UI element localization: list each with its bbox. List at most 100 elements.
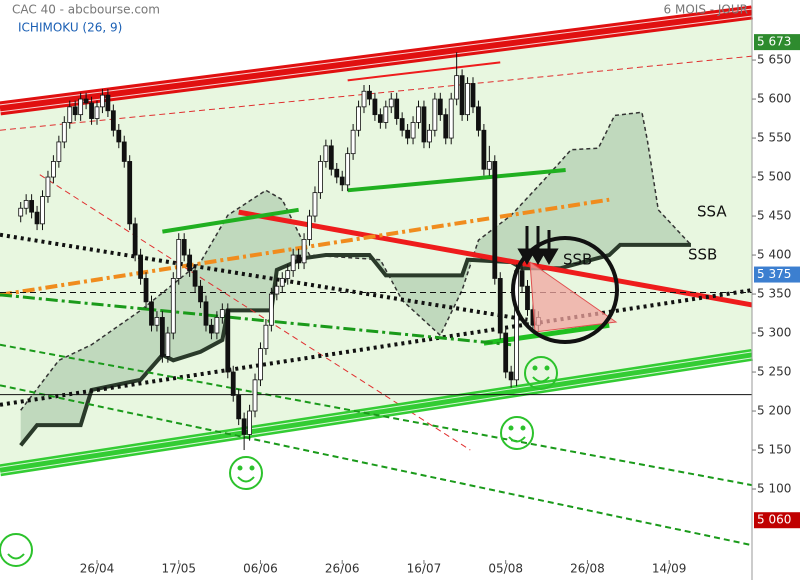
candle-body — [247, 410, 252, 435]
smiley — [500, 416, 534, 450]
cloud-area — [20, 112, 691, 446]
candle-body — [51, 161, 56, 178]
price-box — [754, 512, 800, 529]
candle-body — [83, 98, 89, 104]
annotation: SSB — [563, 251, 592, 269]
candle-body — [476, 106, 481, 131]
plot — [0, 5, 753, 547]
candle-body — [307, 215, 312, 240]
trend-line — [0, 348, 753, 477]
candle-body — [40, 196, 45, 225]
trend-line — [347, 168, 566, 193]
candle-body — [100, 94, 105, 108]
y-tick-label: 5 150 — [757, 443, 791, 457]
x-tick-label: 17/05 — [161, 562, 196, 576]
candle-body — [345, 153, 351, 186]
candle-body — [394, 98, 400, 119]
highlight-circle — [511, 236, 619, 344]
candle-body — [519, 270, 525, 287]
candle-body — [110, 110, 116, 131]
candle-body — [72, 106, 78, 116]
candle-body — [328, 145, 334, 170]
y-tick-label: 5 400 — [757, 248, 791, 262]
candle-body — [138, 254, 143, 279]
candle-body — [29, 200, 35, 213]
price-label: 5 060 — [757, 513, 791, 527]
x-tick-label: 26/04 — [80, 562, 115, 576]
candle-body — [427, 129, 432, 143]
candle-body — [187, 254, 193, 272]
candle-body — [421, 106, 427, 143]
candle-body — [121, 141, 127, 162]
chart-title: CAC 40 - abcbourse.com — [12, 3, 160, 17]
candle-body — [94, 106, 100, 119]
candle-body — [263, 324, 269, 350]
trend-line — [0, 232, 528, 322]
x-tick-label: 16/07 — [407, 562, 442, 576]
candle-body — [67, 106, 73, 123]
candle-body — [350, 129, 356, 155]
price-label: 5 375 — [757, 267, 791, 281]
candle-body — [170, 278, 176, 334]
candle-body — [318, 161, 323, 194]
channel-stripe — [0, 8, 753, 106]
arrow-head — [539, 248, 559, 265]
y-tick-label: 5 350 — [757, 287, 791, 301]
candle-body — [159, 317, 165, 357]
candle-body — [209, 324, 214, 334]
candle-body — [334, 168, 340, 178]
candle-body — [470, 83, 476, 108]
candle-body — [465, 83, 470, 116]
candle-body — [454, 75, 460, 100]
trend-line — [0, 5, 753, 116]
annotation: SSA — [697, 203, 727, 221]
candle-body — [274, 285, 280, 295]
candle-body — [225, 309, 231, 373]
candle-body — [377, 114, 383, 123]
y-tick-label: 5 250 — [757, 365, 791, 379]
candle-body — [514, 270, 519, 381]
candle-body — [56, 141, 62, 162]
candle-body — [367, 90, 372, 100]
trend-line — [162, 207, 299, 234]
candle-body — [214, 317, 220, 334]
candle-body — [78, 98, 84, 116]
y-tick-label: 5 200 — [757, 404, 791, 418]
annotation: SSB — [688, 246, 717, 264]
y-tick-label: 5 100 — [757, 482, 791, 496]
trend-line — [347, 61, 501, 82]
candle-body — [361, 90, 367, 108]
price-label: 5 673 — [757, 35, 791, 49]
candle-body — [432, 98, 438, 131]
candle-body — [127, 161, 133, 225]
x-tick-label: 14/09 — [652, 562, 687, 576]
trend-line — [0, 288, 753, 407]
ssb-line — [19, 242, 691, 447]
candle-body — [116, 129, 122, 143]
period-label: 6 MOIS - JOUR — [664, 3, 748, 17]
candle-body — [481, 129, 487, 170]
channel-stripe — [0, 15, 753, 113]
candle-body — [89, 102, 94, 119]
candle-body — [285, 270, 291, 279]
candle-body — [23, 200, 29, 209]
candle-body — [312, 192, 318, 217]
x-tick-label: 06/06 — [243, 562, 278, 576]
arrow-head — [528, 248, 548, 265]
x-tick-label: 26/08 — [570, 562, 605, 576]
candle-body — [503, 332, 509, 373]
y-tick-label: 5 550 — [757, 131, 791, 145]
candle-body — [230, 371, 236, 396]
y-tick-label: 5 500 — [757, 170, 791, 184]
candle-body — [492, 161, 498, 279]
candle-body — [416, 106, 421, 123]
candle-body — [448, 98, 454, 139]
annotations-layer — [0, 226, 619, 567]
candle-body — [61, 122, 67, 143]
candle-body — [165, 332, 171, 357]
candle-body — [34, 211, 40, 225]
candle-body — [372, 98, 378, 116]
candle-body — [356, 106, 361, 131]
candle-body — [198, 285, 203, 303]
